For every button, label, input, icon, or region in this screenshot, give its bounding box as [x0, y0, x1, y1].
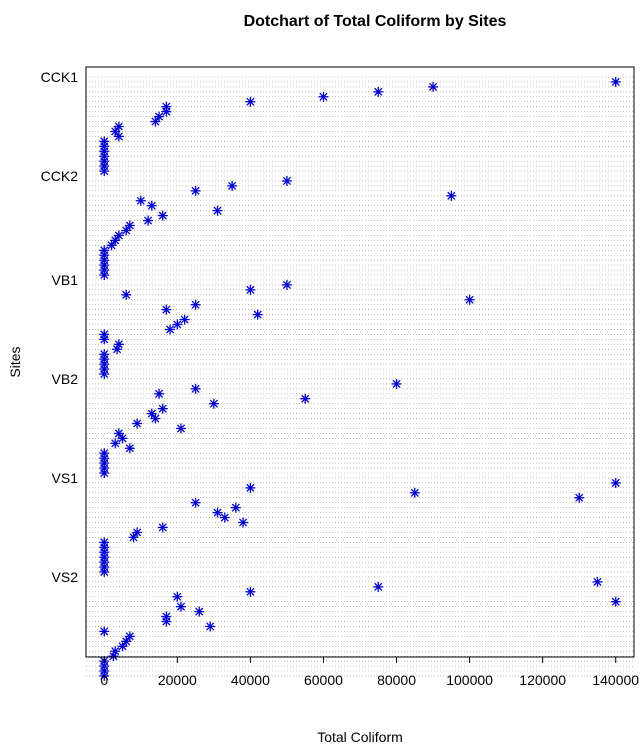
x-tick-label: 40000	[231, 672, 270, 688]
data-point	[409, 487, 420, 498]
data-point	[238, 517, 249, 528]
data-point	[391, 378, 402, 389]
data-point	[610, 76, 621, 87]
data-point	[190, 185, 201, 196]
data-point	[219, 512, 230, 523]
data-point	[190, 299, 201, 310]
data-point	[318, 91, 329, 102]
x-tick-label: 100000	[446, 672, 493, 688]
data-point	[110, 126, 121, 137]
data-point	[212, 205, 223, 216]
chart-title: Dotchart of Total Coliform by Sites	[244, 13, 507, 30]
data-point	[113, 131, 124, 142]
data-point	[99, 670, 110, 681]
data-point	[117, 641, 128, 652]
data-point	[124, 631, 135, 642]
x-tick-label: 80000	[377, 672, 416, 688]
data-point	[157, 403, 168, 414]
x-tick-label: 120000	[519, 672, 566, 688]
plot-frame	[85, 66, 635, 658]
y-tick-label: CCK2	[41, 168, 79, 184]
data-point	[165, 324, 176, 335]
data-point	[106, 240, 117, 251]
data-point	[157, 210, 168, 221]
data-point	[132, 418, 143, 429]
data-point	[252, 309, 263, 320]
data-point	[373, 581, 384, 592]
data-point	[150, 413, 161, 424]
y-tick-label: VB1	[52, 272, 79, 288]
data-point	[143, 215, 154, 226]
data-point	[161, 616, 172, 627]
data-point	[175, 601, 186, 612]
data-point	[175, 423, 186, 434]
data-point	[190, 497, 201, 508]
y-tick-label: VS1	[52, 470, 79, 486]
x-axis-label: Total Coliform	[317, 729, 403, 745]
data-point	[610, 477, 621, 488]
y-tick-label: VB2	[52, 371, 79, 387]
x-tick-label: 20000	[158, 672, 197, 688]
data-point	[99, 369, 110, 379]
data-point	[99, 270, 110, 280]
data-point	[99, 166, 110, 177]
data-point	[281, 279, 292, 290]
data-point	[112, 344, 123, 355]
data-point	[99, 567, 110, 577]
data-point	[154, 388, 165, 399]
data-point	[161, 106, 172, 117]
data-point	[230, 502, 241, 513]
data-point	[146, 200, 157, 211]
data-point	[300, 393, 311, 404]
data-point	[110, 438, 121, 449]
data-point	[121, 225, 132, 236]
data-point	[124, 443, 135, 454]
data-point	[128, 532, 139, 543]
data-point	[205, 621, 216, 632]
data-point	[373, 86, 384, 97]
data-point	[245, 284, 256, 295]
data-point	[610, 596, 621, 607]
data-point	[194, 606, 205, 617]
y-tick-labels: CCK1 CCK2 VB1 VB2 VS1 VS2	[41, 69, 79, 585]
data-point	[212, 507, 223, 518]
data-point	[172, 319, 183, 330]
data-point	[99, 468, 110, 478]
data-point	[179, 314, 190, 325]
x-tick-label: 0	[100, 672, 108, 688]
data-point	[281, 175, 292, 186]
data-point	[99, 334, 110, 345]
grid-lines	[86, 76, 634, 677]
data-point	[574, 492, 585, 503]
data-point	[446, 190, 457, 201]
data-point	[190, 383, 201, 394]
x-axis: 0 20000 40000 60000 80000 100000 120000 140000	[100, 657, 639, 688]
data-point	[117, 433, 128, 444]
x-tick-label: 60000	[304, 672, 343, 688]
data-point	[227, 180, 238, 191]
data-point	[208, 398, 219, 409]
data-point	[121, 289, 132, 300]
data-point	[245, 96, 256, 107]
y-axis-label: Sites	[7, 346, 23, 377]
data-point	[108, 651, 119, 662]
data-point	[161, 304, 172, 315]
data-point	[245, 586, 256, 597]
x-tick-label: 140000	[592, 672, 639, 688]
data-point	[99, 626, 110, 637]
data-point	[135, 195, 146, 206]
data-point	[150, 116, 161, 127]
data-point	[172, 591, 183, 602]
data-points	[99, 76, 621, 681]
y-tick-label: CCK1	[41, 69, 79, 85]
data-point	[428, 81, 439, 92]
data-point	[157, 522, 168, 533]
data-point	[592, 576, 603, 587]
data-point	[464, 294, 475, 305]
y-tick-label: VS2	[52, 569, 79, 585]
data-point	[245, 482, 256, 493]
